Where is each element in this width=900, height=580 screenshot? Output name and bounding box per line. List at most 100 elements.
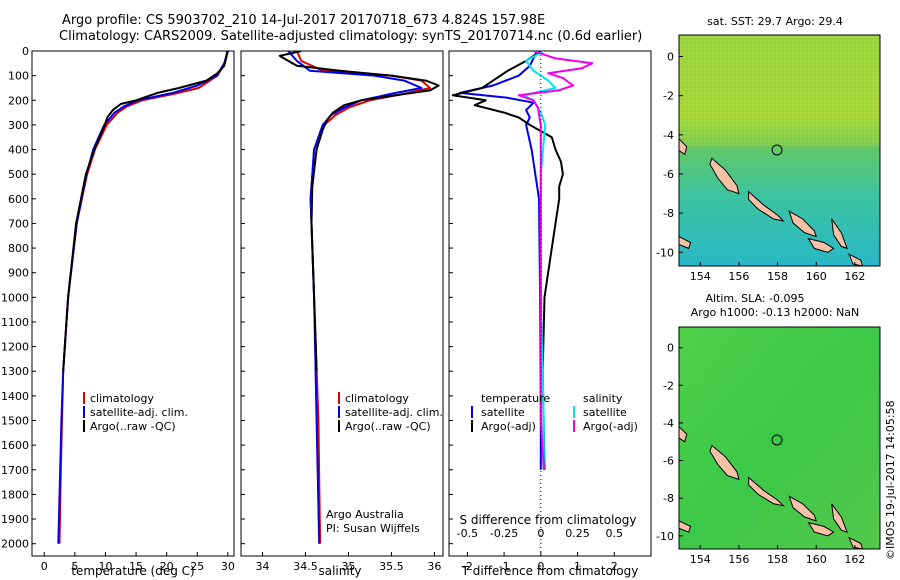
island-shape — [679, 520, 692, 533]
depth-axis: 0 100 200 300 400 500 600 700 800 900 1000 1100 1200… — [1, 45, 453, 551]
legend-heading-salinity: salinity — [583, 392, 623, 405]
map-x-tick-label: 162 — [844, 553, 865, 566]
island-shape — [748, 476, 785, 507]
island-shape — [709, 444, 740, 481]
sst-map — [679, 35, 880, 266]
map-x-tick-label: 160 — [806, 270, 827, 283]
depth-tick-label: 200 — [8, 94, 29, 107]
depth-tick-label: 1600 — [1, 439, 29, 452]
depth-tick-label: 300 — [8, 119, 29, 132]
salinity-axis-label: salinity — [318, 564, 361, 578]
sst-texture — [679, 35, 880, 145]
sla-field — [679, 327, 880, 549]
t-difference-axis-label: T difference from climatology — [461, 564, 639, 578]
map-x-tick-label: 158 — [767, 553, 788, 566]
depth-tick-label: 1200 — [1, 341, 29, 354]
depth-tick-label: 1800 — [1, 488, 29, 501]
map-x-tick-label: 156 — [728, 270, 749, 283]
legend-label-argo: Argo(..raw -QC) — [90, 420, 176, 433]
island-shape — [709, 157, 740, 195]
island-shape — [788, 495, 817, 522]
s-difference-axis-label: S difference from climatology — [460, 513, 637, 527]
island-shape — [807, 237, 835, 253]
sst-map-axes: 154 156 158 160 162 0 -2 -4 -6 -8 -10 — [656, 51, 865, 283]
depth-tick-label: 900 — [8, 267, 29, 280]
figure-title-line2: Climatology: CARS2009. Satellite-adjuste… — [59, 29, 643, 44]
map-y-tick-label: -2 — [663, 379, 674, 392]
temperature-x-axis: 0 5 10 15 20 25 30 — [41, 552, 235, 573]
sst-map-frame — [678, 34, 881, 267]
temperature-axis-label: temperature (deg C) — [71, 564, 194, 578]
island-shape — [831, 218, 848, 250]
x-tick-label: 35.5 — [379, 560, 404, 573]
depth-tick-label: 1400 — [1, 390, 29, 403]
x-tick-label: 20 — [160, 560, 174, 573]
depth-tick-label: 2000 — [1, 538, 29, 551]
s-difference-x-axis: -0.5 -0.25 0 0.25 0.5 — [457, 527, 623, 540]
series-line-satellite-adj-clim- — [287, 51, 423, 544]
s-x-tick-label: 0.5 — [606, 527, 624, 540]
sst-map-title: sat. SST: 29.7 Argo: 29.4 — [707, 15, 843, 28]
land-coastline — [679, 426, 864, 549]
series-line-t-satellite — [459, 51, 542, 470]
s-x-tick-label: -0.5 — [457, 527, 478, 540]
map-y-tick-label: -6 — [663, 455, 674, 468]
principal-investigator-label: PI: Susan Wijffels — [326, 522, 420, 535]
t-difference-x-axis: -2 -1 0 1 2 — [462, 552, 618, 573]
island-shape — [848, 253, 864, 266]
series-line-argo-raw-qc- — [62, 51, 229, 372]
s-x-tick-label: 0 — [537, 527, 544, 540]
map-y-tick-label: -8 — [663, 207, 674, 220]
legend-label-satellite: satellite-adj. clim. — [90, 406, 188, 419]
x-tick-label: 2 — [611, 560, 618, 573]
depth-tick-label: 100 — [8, 70, 29, 83]
s-x-tick-label: -0.25 — [490, 527, 518, 540]
depth-tick-label: 500 — [8, 168, 29, 181]
sla-map-axes: 154 156 158 160 162 0 -2 -4 -6 -8 -10 — [656, 342, 865, 566]
s-x-tick-label: 0.25 — [565, 527, 590, 540]
float-position-marker — [771, 434, 783, 446]
x-tick-label: 36 — [427, 560, 441, 573]
island-shape — [848, 536, 864, 549]
map-x-tick-label: 162 — [844, 270, 865, 283]
sla-map — [679, 327, 880, 549]
series-line-climatology — [58, 51, 229, 544]
sla-map-title-line2: Argo h1000: -0.13 h2000: NaN — [691, 306, 860, 319]
island-shape — [807, 521, 835, 537]
depth-tick-label: 1300 — [1, 365, 29, 378]
depth-tick-label: 600 — [8, 193, 29, 206]
land-coastline — [679, 138, 864, 266]
salinity-series — [278, 51, 440, 544]
island-shape — [788, 210, 817, 238]
temperature-plot-frame — [31, 50, 235, 557]
legend-label-t-satellite: satellite — [481, 406, 525, 419]
depth-tick-label: 1700 — [1, 464, 29, 477]
legend-label-climatology: climatology — [90, 392, 154, 405]
depth-tick-label: 400 — [8, 144, 29, 157]
depth-tick-label: 0 — [22, 45, 29, 58]
x-tick-label: 35 — [341, 560, 355, 573]
x-tick-label: -2 — [462, 560, 473, 573]
map-y-tick-label: -2 — [663, 90, 674, 103]
x-tick-label: 25 — [190, 560, 204, 573]
map-y-tick-label: 0 — [667, 342, 674, 355]
depth-tick-label: 800 — [8, 242, 29, 255]
depth-tick-label: 1000 — [1, 291, 29, 304]
map-x-tick-label: 154 — [690, 270, 711, 283]
x-tick-label: 10 — [98, 560, 112, 573]
temperature-legend: climatology satellite-adj. clim. Argo(..… — [83, 392, 188, 433]
depth-tick-label: 700 — [8, 217, 29, 230]
island-shape — [831, 503, 848, 533]
legend-label-argo: Argo(..raw -QC) — [345, 420, 431, 433]
legend-heading-temperature: temperature — [481, 392, 550, 405]
x-tick-label: 15 — [129, 560, 143, 573]
map-y-tick-label: -6 — [663, 168, 674, 181]
legend-label-climatology: climatology — [345, 392, 409, 405]
depth-tick-label: 1900 — [1, 513, 29, 526]
depth-tick-label: 1100 — [1, 316, 29, 329]
map-y-tick-label: 0 — [667, 51, 674, 64]
series-line-s-argo-adj- — [517, 51, 594, 470]
difference-plot-frame — [448, 50, 652, 557]
creation-timestamp: ©IMOS 19-Jul-2017 14:05:58 — [884, 400, 897, 560]
